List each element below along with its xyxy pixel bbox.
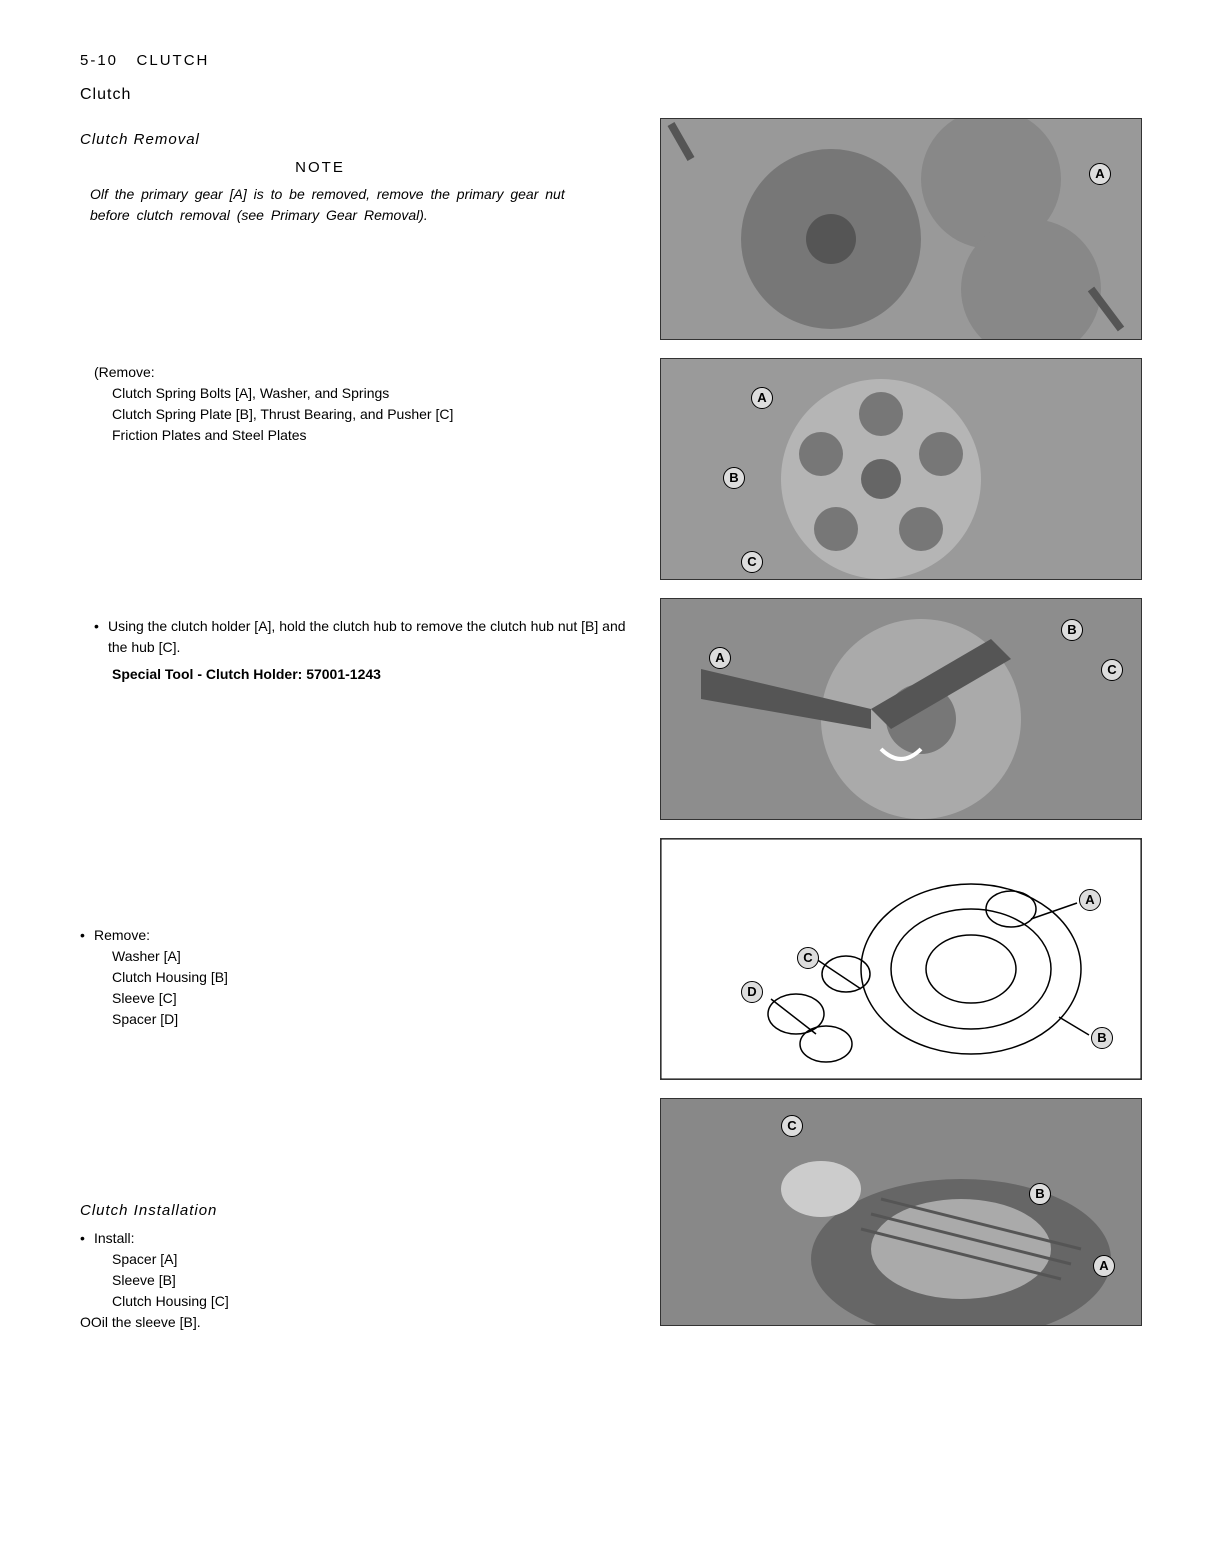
callout-c: C (1101, 659, 1123, 681)
page-header: 5-10 CLUTCH (80, 50, 660, 73)
callout-a: A (709, 647, 731, 669)
install-item-sleeve: Sleeve [B] (112, 1270, 660, 1291)
photo-clutch-holder: A B C (660, 598, 1142, 820)
callout-b: B (1029, 1183, 1051, 1205)
callout-a: A (1089, 163, 1111, 185)
clutch-removal-title: Clutch Removal (80, 129, 660, 152)
photo-clutch-housing-diagram: A B C D (660, 838, 1142, 1080)
callout-b: B (1061, 619, 1083, 641)
callout-b: B (1091, 1027, 1113, 1049)
remove-item-sleeve: Sleeve [C] (112, 988, 660, 1009)
clutch-subheader: Clutch (80, 83, 660, 107)
callout-a: A (1093, 1255, 1115, 1277)
callout-c: C (741, 551, 763, 573)
remove-item-housing: Clutch Housing [B] (112, 967, 660, 988)
callout-d: D (741, 981, 763, 1003)
bullet-icon: • (80, 1228, 94, 1249)
remove-item-washer: Washer [A] (112, 946, 660, 967)
callout-a: A (1079, 889, 1101, 911)
oil-sleeve-text: OOil the sleeve [B]. (80, 1312, 660, 1333)
chapter-title: CLUTCH (137, 52, 210, 69)
photo-primary-gear: A (660, 118, 1142, 340)
gear-illustration (661, 119, 1141, 339)
clutch-installation-title: Clutch Installation (80, 1200, 660, 1223)
photo-installation: A B C (660, 1098, 1142, 1326)
special-tool: Special Tool - Clutch Holder: 57001-1243 (112, 664, 660, 685)
photo-clutch-springs: A B C (660, 358, 1142, 580)
callout-a: A (751, 387, 773, 409)
housing-diagram (661, 839, 1141, 1079)
callout-c: C (797, 947, 819, 969)
callout-b: B (723, 467, 745, 489)
install-item-housing: Clutch Housing [C] (112, 1291, 660, 1312)
remove-item-spacer: Spacer [D] (112, 1009, 660, 1030)
install-lead: Install: (94, 1228, 134, 1249)
remove-lead-1: (Remove: (94, 362, 660, 383)
installation-illustration (661, 1099, 1141, 1325)
note-label: NOTE (80, 157, 560, 180)
bullet-icon: • (94, 616, 108, 658)
remove-lead-2: Remove: (94, 925, 150, 946)
note-text: Olf the primary gear [A] is to be remove… (90, 184, 610, 226)
remove-line-1: Clutch Spring Bolts [A], Washer, and Spr… (112, 383, 660, 404)
remove-line-2: Clutch Spring Plate [B], Thrust Bearing,… (112, 404, 660, 425)
bullet-icon: • (80, 925, 94, 946)
remove-line-3: Friction Plates and Steel Plates (112, 425, 660, 446)
install-item-spacer: Spacer [A] (112, 1249, 660, 1270)
page-number: 5-10 (80, 52, 118, 69)
callout-c: C (781, 1115, 803, 1137)
clutch-holder-text: Using the clutch holder [A], hold the cl… (108, 616, 628, 658)
